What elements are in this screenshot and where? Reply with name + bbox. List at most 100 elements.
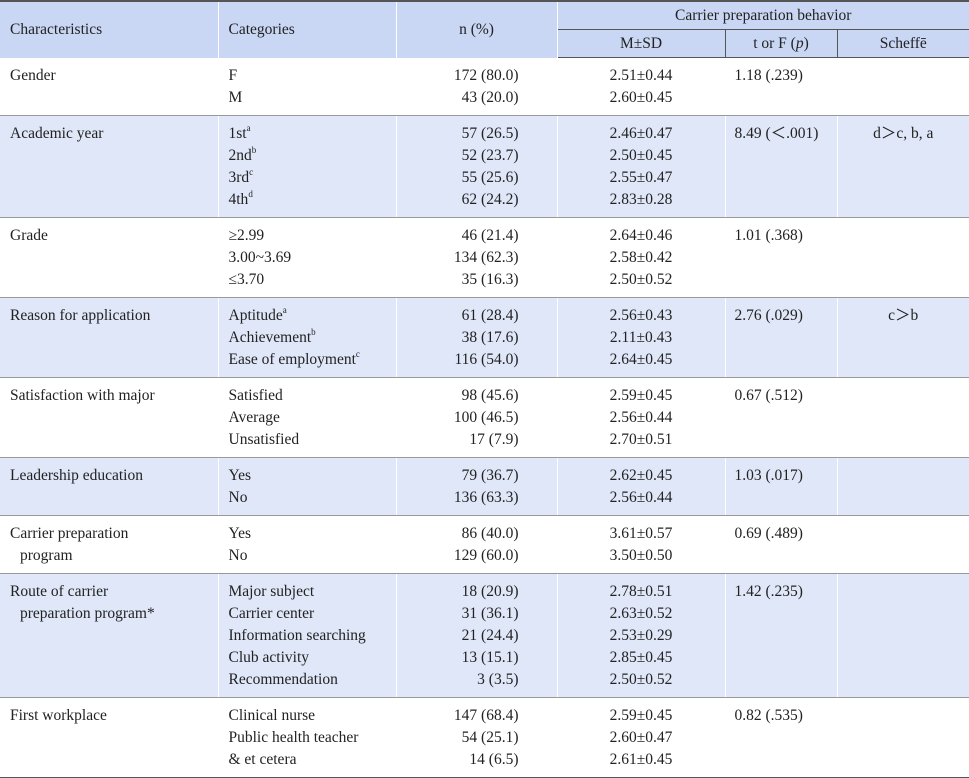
header-msd: M±SD bbox=[557, 30, 725, 58]
category-item: Clinical nurse bbox=[229, 705, 396, 727]
msd-value: 2.64±0.46 bbox=[558, 225, 725, 247]
header-t-or-f: t or F (p) bbox=[725, 30, 837, 58]
category-item: Recommendation bbox=[229, 669, 396, 691]
n-percent-value: 52 (23.7) bbox=[397, 145, 519, 167]
n-percent-value: 31 (36.1) bbox=[397, 603, 519, 625]
category-label: Recommendation bbox=[229, 671, 338, 688]
header-t-or-f-text: t or F ( bbox=[753, 35, 796, 52]
n-percent-value: 13 (15.1) bbox=[397, 647, 519, 669]
characteristic-label: First workplace bbox=[10, 705, 218, 727]
n-percent-value: 18 (20.9) bbox=[397, 581, 519, 603]
category-label: Satisfied bbox=[229, 387, 283, 404]
n-percent-value: 54 (25.1) bbox=[397, 727, 519, 749]
category-item: Public health teacher bbox=[229, 727, 396, 749]
cell-characteristic: Grade bbox=[0, 218, 218, 298]
cell-scheffe bbox=[837, 218, 969, 298]
n-percent-value: 46 (21.4) bbox=[397, 225, 519, 247]
n-percent-value: 98 (45.6) bbox=[397, 385, 519, 407]
category-label: Average bbox=[229, 409, 280, 426]
category-item: 4thd bbox=[229, 189, 396, 211]
msd-value: 2.83±0.28 bbox=[558, 189, 725, 211]
n-percent-value: 134 (62.3) bbox=[397, 247, 519, 269]
category-label: Unsatisfied bbox=[229, 431, 300, 448]
category-item: ≤3.70 bbox=[229, 269, 396, 291]
cell-t-or-f: 2.76 (.029) bbox=[725, 298, 837, 378]
category-item: No bbox=[229, 487, 396, 509]
msd-value: 2.59±0.45 bbox=[558, 705, 725, 727]
category-label: Yes bbox=[229, 525, 252, 542]
n-percent-value: 147 (68.4) bbox=[397, 705, 519, 727]
msd-value: 2.50±0.45 bbox=[558, 145, 725, 167]
cell-scheffe bbox=[837, 574, 969, 698]
t-or-f-value: 2.76 (.029) bbox=[735, 305, 837, 327]
msd-value: 2.56±0.43 bbox=[558, 305, 725, 327]
msd-value: 2.60±0.45 bbox=[558, 87, 725, 109]
n-percent-value: 3 (3.5) bbox=[397, 669, 519, 691]
n-percent-value: 35 (16.3) bbox=[397, 269, 519, 291]
cell-n-percent: 18 (20.9)31 (36.1)21 (24.4)13 (15.1)3 (3… bbox=[396, 574, 557, 698]
cell-scheffe bbox=[837, 58, 969, 116]
category-label: Aptitude bbox=[229, 307, 283, 324]
n-percent-value: 116 (54.0) bbox=[397, 349, 519, 371]
header-characteristics: Characteristics bbox=[0, 1, 218, 58]
category-label: & et cetera bbox=[229, 751, 297, 768]
category-label: Carrier center bbox=[229, 605, 315, 622]
n-percent-value: 100 (46.5) bbox=[397, 407, 519, 429]
t-or-f-value: 1.18 (.239) bbox=[735, 65, 837, 87]
header-t-close: ) bbox=[804, 35, 809, 52]
cell-n-percent: 46 (21.4)134 (62.3)35 (16.3) bbox=[396, 218, 557, 298]
cell-characteristic: Satisfaction with major bbox=[0, 378, 218, 458]
category-item: 3rdc bbox=[229, 167, 396, 189]
category-item: Yes bbox=[229, 523, 396, 545]
category-item: Average bbox=[229, 407, 396, 429]
category-label: M bbox=[229, 89, 243, 106]
cell-n-percent: 79 (36.7)136 (63.3) bbox=[396, 458, 557, 516]
t-or-f-value: 1.01 (.368) bbox=[735, 225, 837, 247]
cell-n-percent: 86 (40.0)129 (60.0) bbox=[396, 516, 557, 574]
category-item: ≥2.99 bbox=[229, 225, 396, 247]
cell-characteristic: Reason for application bbox=[0, 298, 218, 378]
n-percent-value: 14 (6.5) bbox=[397, 749, 519, 771]
category-item: & et cetera bbox=[229, 749, 396, 771]
scheffe-value: d＞c, b, a bbox=[838, 123, 969, 145]
category-superscript: a bbox=[247, 123, 251, 133]
category-label: Ease of employment bbox=[229, 351, 356, 368]
msd-value: 3.61±0.57 bbox=[558, 523, 725, 545]
category-item: Achievementb bbox=[229, 327, 396, 349]
category-item: Carrier center bbox=[229, 603, 396, 625]
category-item: Satisfied bbox=[229, 385, 396, 407]
msd-value: 2.50±0.52 bbox=[558, 669, 725, 691]
n-percent-value: 61 (28.4) bbox=[397, 305, 519, 327]
category-item: 2ndb bbox=[229, 145, 396, 167]
cell-n-percent: 61 (28.4)38 (17.6)116 (54.0) bbox=[396, 298, 557, 378]
t-or-f-value: 0.69 (.489) bbox=[735, 523, 837, 545]
category-item: Club activity bbox=[229, 647, 396, 669]
cell-t-or-f: 0.67 (.512) bbox=[725, 378, 837, 458]
category-item: 3.00~3.69 bbox=[229, 247, 396, 269]
n-percent-value: 55 (25.6) bbox=[397, 167, 519, 189]
header-p-italic: p bbox=[796, 35, 804, 52]
category-label: Information searching bbox=[229, 627, 366, 644]
characteristic-label: Satisfaction with major bbox=[10, 385, 218, 407]
msd-value: 2.50±0.52 bbox=[558, 269, 725, 291]
characteristic-label: Academic year bbox=[10, 123, 218, 145]
category-item: Information searching bbox=[229, 625, 396, 647]
header-categories: Categories bbox=[218, 1, 396, 58]
category-label: Public health teacher bbox=[229, 729, 359, 746]
characteristic-label: Reason for application bbox=[10, 305, 218, 327]
characteristic-label: program bbox=[10, 545, 218, 567]
category-superscript: b bbox=[311, 327, 316, 337]
msd-value: 2.55±0.47 bbox=[558, 167, 725, 189]
cell-scheffe bbox=[837, 458, 969, 516]
